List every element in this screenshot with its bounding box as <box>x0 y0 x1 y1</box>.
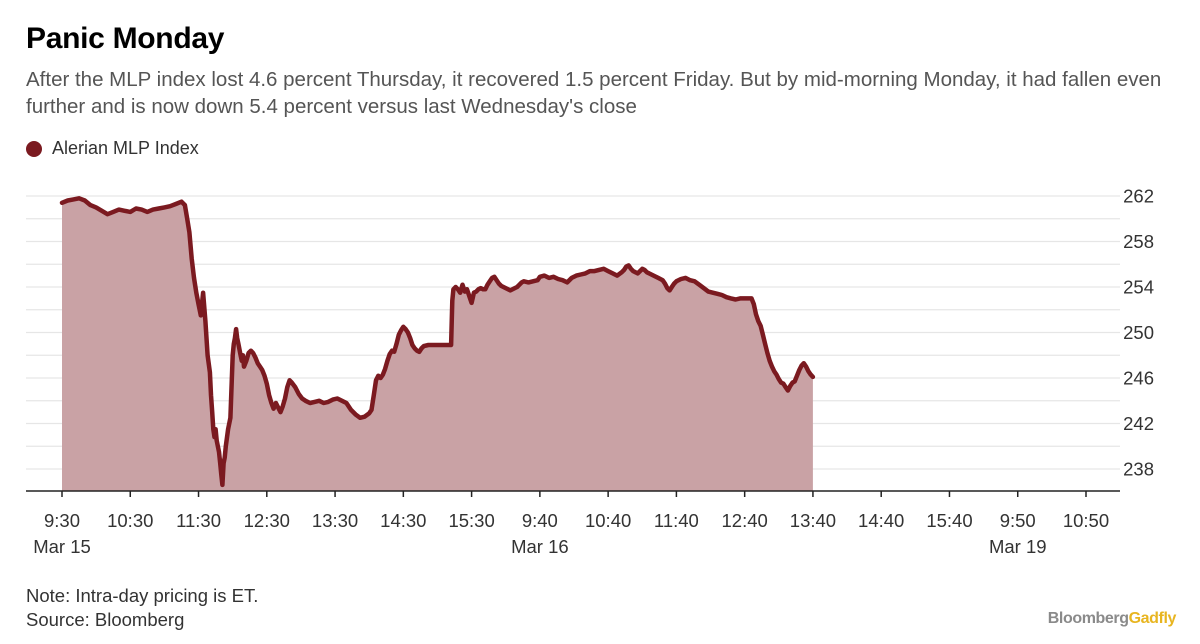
x-tick-label: 14:40 <box>858 510 904 531</box>
x-tick-label: 12:30 <box>244 510 290 531</box>
x-tick-label: 9:50 <box>1000 510 1036 531</box>
y-tick-label: 242 <box>1123 413 1154 434</box>
y-tick-label: 246 <box>1123 368 1154 389</box>
legend: Alerian MLP Index <box>26 138 199 159</box>
y-tick-label: 258 <box>1123 231 1154 252</box>
brand-part-1: Bloomberg <box>1047 610 1129 627</box>
source-text: Source: Bloomberg <box>26 609 185 630</box>
x-tick-label: 11:40 <box>654 510 699 531</box>
x-tick-label: 10:30 <box>107 510 153 531</box>
x-date-label: Mar 19 <box>989 536 1047 557</box>
x-tick-label: 15:40 <box>926 510 972 531</box>
x-tick-label: 9:40 <box>522 510 558 531</box>
x-tick-label: 12:40 <box>722 510 768 531</box>
legend-marker <box>26 140 42 157</box>
x-tick-label: 10:40 <box>585 510 631 531</box>
brand-logo: BloombergGadfly <box>1047 610 1177 628</box>
chart-subtitle: After the MLP index lost 4.6 percent Thu… <box>26 68 1162 118</box>
x-tick-label: 11:30 <box>176 510 221 531</box>
series-line <box>59 196 816 488</box>
legend-label: Alerian MLP Index <box>52 138 199 158</box>
x-tick-label: 13:40 <box>790 510 836 531</box>
x-tick-label: 15:30 <box>448 510 494 531</box>
brand-part-2: Gadfly <box>1128 610 1177 627</box>
x-tick-label: 9:30 <box>44 510 80 531</box>
y-tick-label: 254 <box>1123 277 1154 298</box>
note-text: Note: Intra-day pricing is ET. <box>26 585 259 606</box>
y-tick-label: 250 <box>1123 322 1154 343</box>
x-tick-label: 10:50 <box>1063 510 1109 531</box>
y-tick-label: 262 <box>1123 186 1154 207</box>
x-tick-label: 13:30 <box>312 510 358 531</box>
x-date-label: Mar 15 <box>33 536 91 557</box>
chart-title: Panic Monday <box>26 22 225 55</box>
footnotes: Note: Intra-day pricing is ET. Source: B… <box>26 584 258 632</box>
x-tick-label: 14:30 <box>380 510 426 531</box>
x-date-label: Mar 16 <box>511 536 569 557</box>
y-tick-label: 238 <box>1123 459 1154 480</box>
